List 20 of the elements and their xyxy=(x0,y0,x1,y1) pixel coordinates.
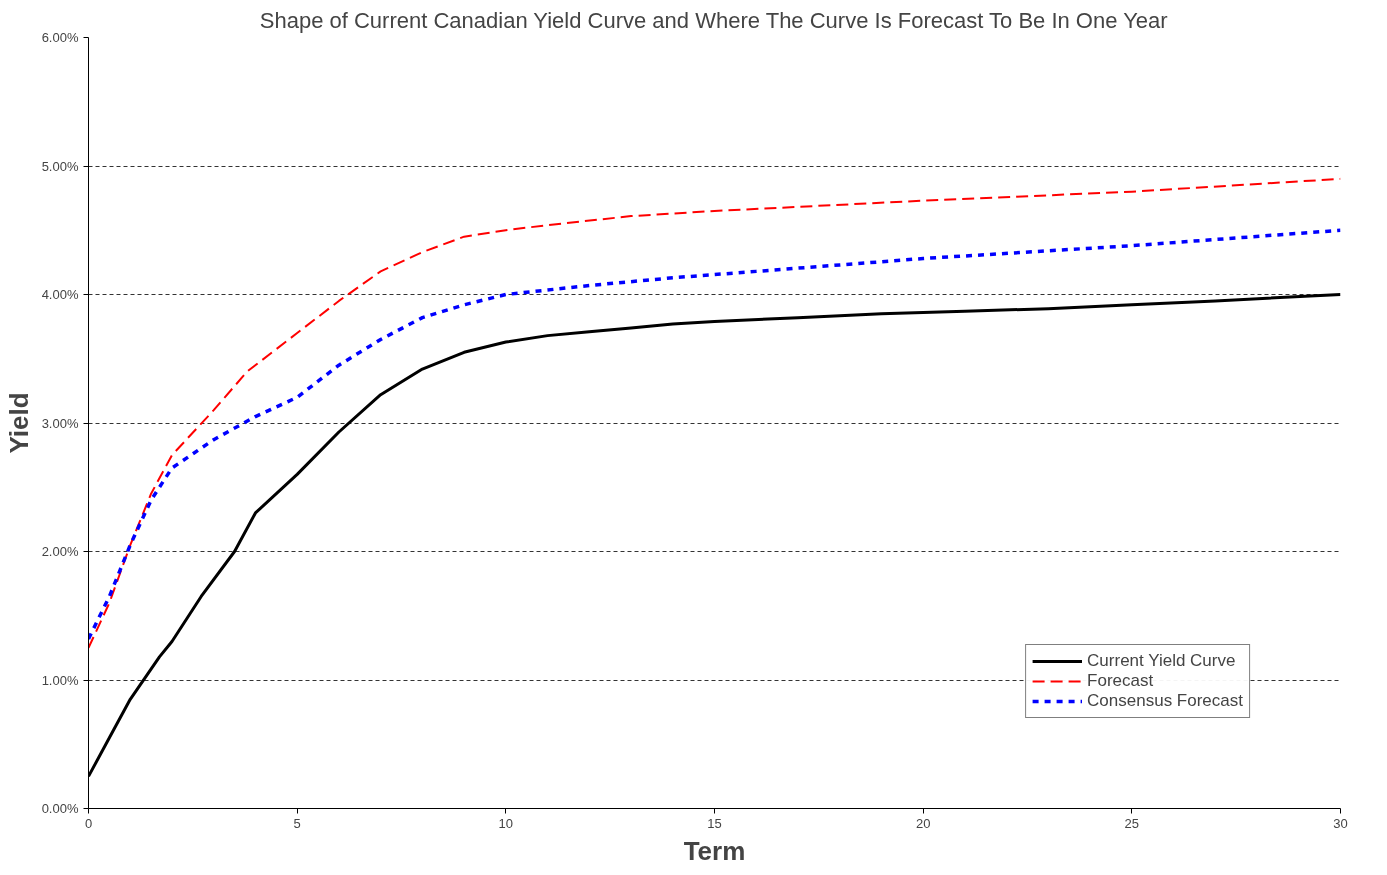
legend-label: Consensus Forecast xyxy=(1087,691,1243,711)
x-tick-label: 25 xyxy=(1124,815,1140,831)
x-tick-label: 15 xyxy=(707,815,722,831)
y-axis-title: Yield xyxy=(3,392,34,454)
legend-label: Current Yield Curve xyxy=(1087,651,1236,671)
x-tick-label: 30 xyxy=(1333,815,1348,831)
y-tick-label: 5.00% xyxy=(41,158,79,174)
y-tick-label: 1.00% xyxy=(41,672,79,688)
y-tick-label: 2.00% xyxy=(41,544,79,559)
x-axis-title: Term xyxy=(683,835,746,866)
x-tick-label: 10 xyxy=(498,815,514,831)
y-tick-label: 3.00% xyxy=(41,415,79,431)
x-tick-label: 20 xyxy=(915,815,931,831)
y-tick-label: 6.00% xyxy=(41,30,79,45)
x-tick-label: 5 xyxy=(293,815,301,831)
legend-label: Forecast xyxy=(1087,671,1154,691)
chart-title: Shape of Current Canadian Yield Curve and Where The Curve Is Forecast To Be In One Year xyxy=(259,7,1168,33)
x-tick-label: 0 xyxy=(84,815,93,831)
y-tick-label: 4.00% xyxy=(41,287,79,302)
y-tick-label: 0.00% xyxy=(41,801,79,816)
